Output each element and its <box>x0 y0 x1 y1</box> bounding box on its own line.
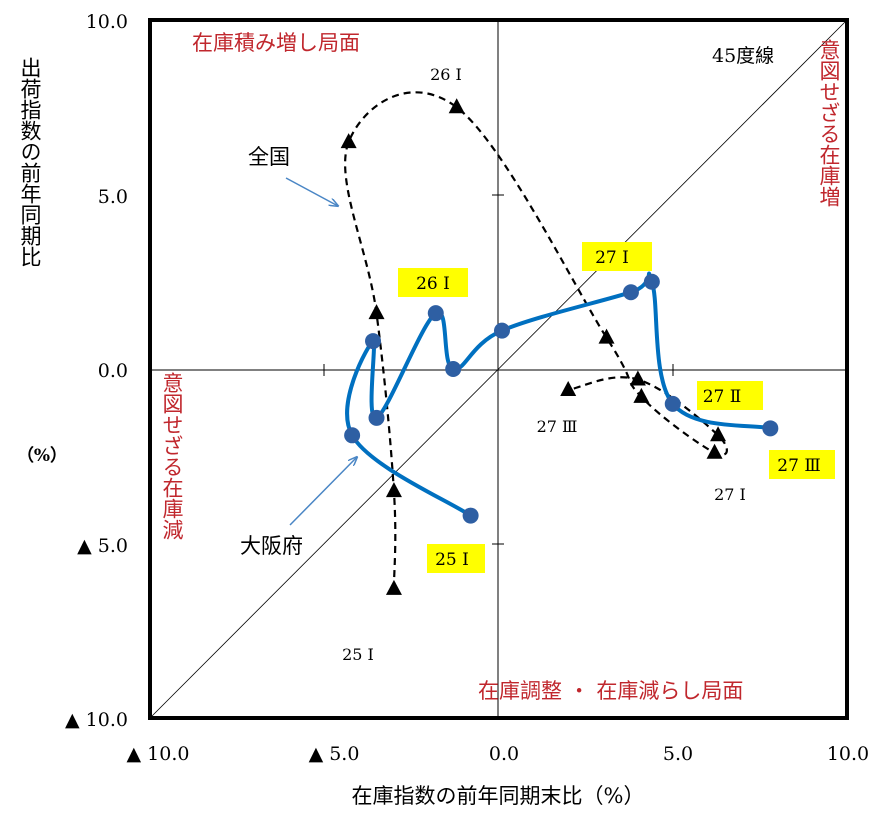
x-tick-label: ▲ 10.0 <box>127 743 190 765</box>
data-point-osaka <box>622 284 639 301</box>
point-label-national-25I: 25 Ⅰ <box>342 645 374 664</box>
point-label-osaka-26I: 26 Ⅰ <box>416 274 450 294</box>
data-point-osaka <box>427 305 444 322</box>
point-label-osaka-27II: 27 Ⅱ <box>703 387 742 407</box>
x-tick-label: ▲ 5.0 <box>309 743 360 765</box>
label-highlight <box>427 544 485 573</box>
data-point-national <box>598 328 615 344</box>
data-point-osaka <box>664 395 681 412</box>
y-axis-title: 出荷指数の前年同期比 <box>18 57 42 267</box>
point-label-osaka-27I: 27 Ⅰ <box>595 248 629 268</box>
x-tick-label: 10.0 <box>827 743 869 765</box>
data-point-national <box>710 426 727 442</box>
diagonal-45-line <box>149 19 848 719</box>
data-point-osaka <box>462 507 479 524</box>
y-tick-label: ▲ 10.0 <box>65 709 128 731</box>
y-axis-unit: （%） <box>17 445 67 466</box>
data-point-national <box>385 482 402 498</box>
y-tick-label: ▲ 5.0 <box>77 535 128 557</box>
x-tick-label: 5.0 <box>663 743 693 765</box>
legend-label-osaka: 大阪府 <box>240 534 303 558</box>
data-point-national <box>560 380 577 396</box>
data-point-national <box>629 370 646 386</box>
data-point-osaka <box>344 427 361 444</box>
point-label-osaka-27III: 27 Ⅲ <box>777 456 820 476</box>
point-label-osaka-25I: 25 Ⅰ <box>435 550 469 570</box>
y-tick-label: 10.0 <box>86 11 128 33</box>
data-point-osaka <box>368 409 385 426</box>
label-highlight <box>398 268 468 297</box>
data-point-national <box>633 387 650 403</box>
quadrant-label-left: 意図せざる在庫減 <box>160 372 184 540</box>
quadrant-label-bottom-right: 在庫調整 ・ 在庫減らし局面 <box>478 679 743 703</box>
label-highlight <box>582 242 652 271</box>
data-point-osaka <box>365 333 382 350</box>
data-point-national <box>385 579 402 595</box>
legend-arrow-osaka <box>289 457 357 526</box>
diagonal-label: 45度線 <box>712 45 774 67</box>
data-point-osaka <box>493 322 510 339</box>
label-highlight <box>697 381 763 410</box>
data-point-national <box>368 304 385 320</box>
data-point-osaka <box>445 361 462 377</box>
legend-label-national: 全国 <box>248 145 290 169</box>
x-axis-title: 在庫指数の前年同期末比（%） <box>352 784 645 808</box>
x-tick-label: 0.0 <box>489 743 519 765</box>
data-point-national <box>340 133 357 149</box>
quadrant-label-top-left: 在庫積み増し局面 <box>192 31 360 55</box>
data-point-osaka <box>643 273 660 290</box>
data-point-national <box>706 443 723 459</box>
label-highlight <box>769 450 835 479</box>
legend-arrow-national <box>285 177 338 206</box>
y-tick-label: 5.0 <box>98 186 128 208</box>
series-line-national <box>344 91 728 589</box>
point-label-national-27I: 27 Ⅰ <box>714 485 746 504</box>
data-point-national <box>448 98 465 114</box>
y-tick-label: 0.0 <box>98 360 128 382</box>
point-label-national-26I: 26 Ⅰ <box>430 65 462 84</box>
quadrant-label-right: 意図せざる在庫増 <box>817 39 841 207</box>
data-point-osaka <box>762 420 779 437</box>
point-label-national-27III: 27 Ⅲ <box>537 417 578 436</box>
